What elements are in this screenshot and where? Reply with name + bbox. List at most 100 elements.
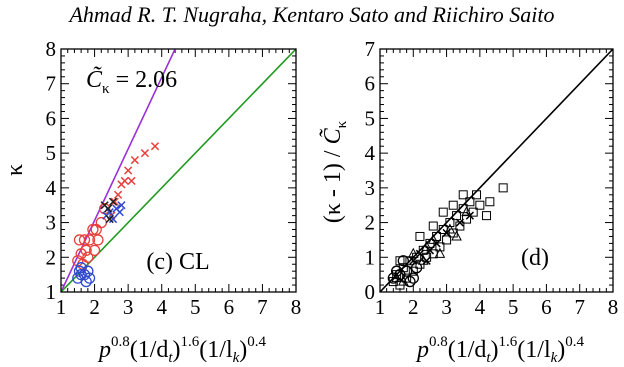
data-point-square xyxy=(445,218,455,228)
data-point-square xyxy=(408,266,418,276)
data-point-triangle xyxy=(407,247,419,258)
x-label-close2: ) xyxy=(239,337,247,363)
data-point-cross xyxy=(108,214,118,224)
panel-label: (c) CL xyxy=(146,249,209,275)
y-tick-label: 0 xyxy=(365,280,376,304)
data-point-triangle xyxy=(444,223,456,234)
data-point-triangle xyxy=(421,240,432,251)
data-point-circle xyxy=(87,223,99,236)
panel-label: (d) xyxy=(521,245,549,271)
data-point-square xyxy=(498,183,508,193)
y-tick-label: 1 xyxy=(46,280,57,304)
data-point-cross xyxy=(455,218,465,227)
x-axis-label: p0.8(1/dt)1.6(1/lk)0.4 xyxy=(415,334,585,366)
x-label-close1: ) xyxy=(173,337,181,363)
data-point-circle xyxy=(92,234,104,246)
y-tick-label: 2 xyxy=(46,245,57,269)
data-point-cross xyxy=(120,176,129,186)
data-point-circle xyxy=(394,268,406,281)
x-tick-label: 2 xyxy=(89,295,100,319)
data-point-cross xyxy=(105,214,114,224)
data-point-triangle xyxy=(434,247,446,258)
data-point-cross xyxy=(115,208,124,217)
y-tick-label: 6 xyxy=(46,106,57,130)
fit-line-2 xyxy=(61,49,296,292)
x-tick-label: 7 xyxy=(257,295,268,319)
data-point-cross xyxy=(422,256,431,265)
y-tick-label: 8 xyxy=(46,37,57,61)
data-point-square xyxy=(485,197,495,207)
x-label-exp3: 0.4 xyxy=(247,334,266,350)
x-label-dt: (1/d xyxy=(448,337,487,363)
x-label-sub-k: k xyxy=(233,350,240,366)
data-point-cross xyxy=(103,204,113,213)
data-point-circle xyxy=(82,265,94,277)
x-tick-label: 5 xyxy=(190,295,201,319)
data-point-square xyxy=(442,235,452,245)
y-tick-label: 2 xyxy=(365,211,376,235)
x-tick-label: 7 xyxy=(574,295,585,319)
data-point-cross xyxy=(409,256,418,265)
data-point-circle xyxy=(83,234,96,246)
y-axis-label: κ xyxy=(2,164,28,176)
data-point-square xyxy=(415,231,425,241)
y-label-prefix: (κ - 1) / xyxy=(320,144,346,223)
plot-frame xyxy=(379,48,614,293)
x-tick-label: 3 xyxy=(441,295,452,319)
x-tick-label: 4 xyxy=(156,295,167,319)
data-point-circle xyxy=(83,272,96,284)
x-tick-label: 5 xyxy=(508,295,519,319)
data-point-cross xyxy=(113,190,123,199)
x-label-exp3: 0.4 xyxy=(565,334,584,350)
y-axis-label: (κ - 1) / C̃κ xyxy=(319,120,350,223)
x-tick-label: 3 xyxy=(123,295,134,319)
y-tick-label: 4 xyxy=(46,176,57,200)
data-point-cross xyxy=(140,149,150,158)
data-point-triangle xyxy=(461,206,472,217)
data-point-circle xyxy=(387,272,399,284)
data-point-cross xyxy=(127,176,136,186)
data-point-square xyxy=(448,200,458,210)
x-label-exp1: 0.8 xyxy=(111,334,130,350)
x-label-close2: ) xyxy=(557,337,565,363)
y-tick-label: 5 xyxy=(365,106,376,130)
x-tick-label: 1 xyxy=(56,295,67,319)
x-tick-label: 8 xyxy=(291,295,302,319)
data-point-square xyxy=(472,190,482,200)
x-label-exp2: 1.6 xyxy=(181,334,200,350)
annotation-symbol: C̃ xyxy=(86,66,103,93)
data-point-cross xyxy=(130,155,139,165)
y-label-symbol: C̃ xyxy=(319,127,346,144)
data-point-square xyxy=(428,221,438,231)
annotation-value: = 2.06 xyxy=(110,67,178,93)
x-tick-label: 6 xyxy=(541,295,552,319)
annotation-subscript: κ xyxy=(102,81,110,97)
data-point-cross xyxy=(465,211,475,220)
x-label-dt: (1/d xyxy=(130,337,169,363)
fit-line-1 xyxy=(380,49,613,292)
data-point-circle xyxy=(80,244,92,256)
chart-panel-d: 1 2 3 4 5 6 7 801234567p0.8(1/dt)1.6(1/lk)0.4(d… xyxy=(319,37,618,366)
data-point-cross xyxy=(425,246,435,255)
x-label-sub-t: t xyxy=(486,350,491,366)
data-point-circle xyxy=(80,275,92,288)
data-point-cross xyxy=(108,197,118,206)
author-header: Ahmad R. T. Nugraha, Kentaro Sato and Ri… xyxy=(69,2,555,27)
x-tick-label: 6 xyxy=(224,295,235,319)
y-tick-label: 3 xyxy=(365,176,376,200)
y-tick-label: 7 xyxy=(46,72,57,96)
data-point-square xyxy=(438,207,448,217)
y-tick-label: 3 xyxy=(46,211,57,235)
y-label-subscript: κ xyxy=(334,120,350,128)
y-tick-label: 6 xyxy=(365,72,376,96)
x-label-sub-t: t xyxy=(168,350,173,366)
data-point-circle xyxy=(82,251,94,263)
data-point-circle xyxy=(397,255,409,267)
data-point-circle xyxy=(73,265,86,277)
data-point-square xyxy=(465,197,475,207)
x-label-lk: (1/l xyxy=(517,337,551,363)
data-point-cross xyxy=(150,142,160,151)
x-label-exp2: 1.6 xyxy=(499,334,518,350)
data-point-cross xyxy=(110,197,119,206)
data-point-square xyxy=(435,242,445,252)
